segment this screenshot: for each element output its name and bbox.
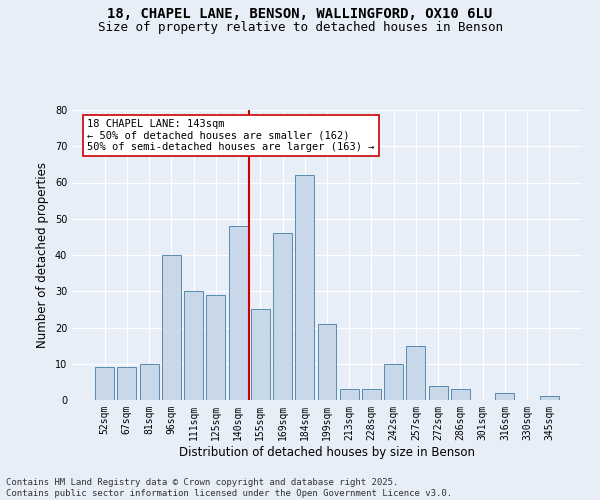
Bar	[496, 393, 514, 400]
Bar	[451, 389, 470, 400]
Bar	[540, 396, 559, 400]
Bar	[229, 226, 248, 400]
Text: Contains HM Land Registry data © Crown copyright and database right 2025.
Contai: Contains HM Land Registry data © Crown c…	[6, 478, 452, 498]
Bar	[429, 386, 448, 400]
Bar	[184, 291, 203, 400]
Bar	[251, 310, 270, 400]
Bar	[295, 176, 314, 400]
Text: Size of property relative to detached houses in Benson: Size of property relative to detached ho…	[97, 21, 503, 34]
X-axis label: Distribution of detached houses by size in Benson: Distribution of detached houses by size …	[179, 446, 475, 458]
Text: 18 CHAPEL LANE: 143sqm
← 50% of detached houses are smaller (162)
50% of semi-de: 18 CHAPEL LANE: 143sqm ← 50% of detached…	[88, 118, 375, 152]
Bar	[384, 364, 403, 400]
Bar	[206, 295, 225, 400]
Bar	[340, 389, 359, 400]
Bar	[273, 233, 292, 400]
Bar	[140, 364, 158, 400]
Y-axis label: Number of detached properties: Number of detached properties	[36, 162, 49, 348]
Bar	[406, 346, 425, 400]
Bar	[317, 324, 337, 400]
Text: 18, CHAPEL LANE, BENSON, WALLINGFORD, OX10 6LU: 18, CHAPEL LANE, BENSON, WALLINGFORD, OX…	[107, 8, 493, 22]
Bar	[118, 368, 136, 400]
Bar	[162, 255, 181, 400]
Bar	[95, 368, 114, 400]
Bar	[362, 389, 381, 400]
